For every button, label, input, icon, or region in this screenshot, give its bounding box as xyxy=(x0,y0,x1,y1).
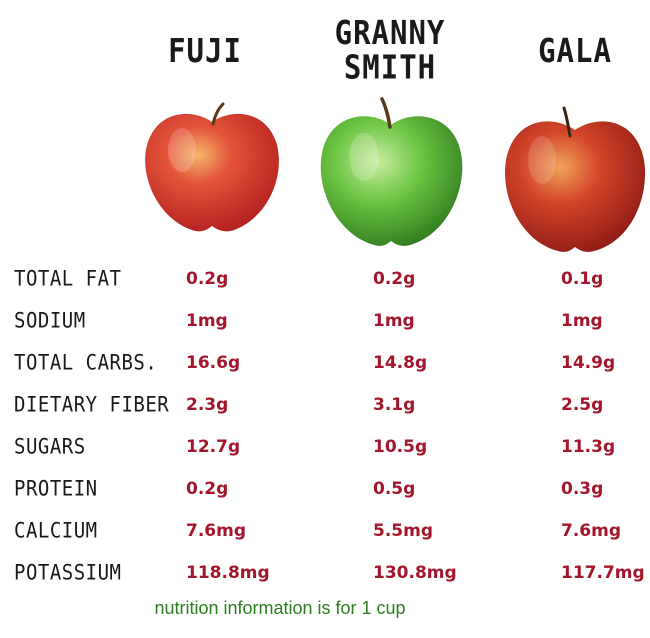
fuji-heading-text: FUJI xyxy=(168,30,242,70)
nutrient-row-protein: PROTEIN 0.2g 0.5g 0.3g xyxy=(0,474,650,504)
fuji-value: 1mg xyxy=(186,311,228,331)
nutrient-label: TOTAL FAT xyxy=(14,266,122,292)
nutrient-label: POTASSIUM xyxy=(14,560,122,586)
gala-heading: GALA xyxy=(500,33,650,68)
nutrient-row-sugars: SUGARS 12.7g 10.5g 11.3g xyxy=(0,432,650,462)
fuji-value: 12.7g xyxy=(186,437,241,457)
gala-value: 7.6mg xyxy=(561,521,621,541)
gala-value: 1mg xyxy=(561,311,603,331)
nutrient-label: SUGARS xyxy=(14,434,86,460)
gala-value: 2.5g xyxy=(561,395,604,415)
gala-heading-text: GALA xyxy=(538,30,612,70)
nutrient-row-total-carbs: TOTAL CARBS. 16.6g 14.8g 14.9g xyxy=(0,348,650,378)
gala-value: 0.1g xyxy=(561,269,604,289)
fuji-value: 2.3g xyxy=(186,395,229,415)
gala-value: 0.3g xyxy=(561,479,604,499)
granny-smith-heading-line1: GRANNY xyxy=(334,12,446,52)
nutrient-row-sodium: SODIUM 1mg 1mg 1mg xyxy=(0,306,650,336)
fuji-value: 0.2g xyxy=(186,479,229,499)
fuji-heading: FUJI xyxy=(135,33,275,68)
gala-value: 14.9g xyxy=(561,353,616,373)
gala-value: 11.3g xyxy=(561,437,616,457)
nutrient-label: SODIUM xyxy=(14,308,86,334)
nutrient-label: CALCIUM xyxy=(14,518,98,544)
nutrient-row-calcium: CALCIUM 7.6mg 5.5mg 7.6mg xyxy=(0,516,650,546)
granny-smith-value: 5.5mg xyxy=(373,521,433,541)
fuji-value: 7.6mg xyxy=(186,521,246,541)
gala-value: 117.7mg xyxy=(561,563,645,583)
granny-smith-heading: GRANNY SMITH xyxy=(315,15,465,84)
granny-smith-apple-icon xyxy=(320,97,463,246)
serving-footnote: nutrition information is for 1 cup xyxy=(154,598,406,618)
granny-smith-value: 130.8mg xyxy=(373,563,457,583)
fuji-value: 0.2g xyxy=(186,269,229,289)
granny-smith-value: 14.8g xyxy=(373,353,428,373)
nutrient-row-total-fat: TOTAL FAT 0.2g 0.2g 0.1g xyxy=(0,264,650,294)
granny-smith-value: 0.2g xyxy=(373,269,416,289)
fuji-apple-icon xyxy=(145,102,279,232)
nutrient-label: DIETARY FIBER xyxy=(14,392,170,418)
nutrient-label: TOTAL CARBS. xyxy=(14,350,158,376)
fuji-value: 118.8mg xyxy=(186,563,270,583)
gala-apple-icon xyxy=(505,106,646,252)
granny-smith-value: 10.5g xyxy=(373,437,428,457)
fuji-value: 16.6g xyxy=(186,353,241,373)
granny-smith-heading-line2: SMITH xyxy=(343,47,437,87)
granny-smith-value: 3.1g xyxy=(373,395,416,415)
granny-smith-value: 0.5g xyxy=(373,479,416,499)
nutrient-row-potassium: POTASSIUM 118.8mg 130.8mg 117.7mg xyxy=(0,558,650,588)
nutrient-label: PROTEIN xyxy=(14,476,98,502)
granny-smith-value: 1mg xyxy=(373,311,415,331)
nutrient-row-dietary-fiber: DIETARY FIBER 2.3g 3.1g 2.5g xyxy=(0,390,650,420)
